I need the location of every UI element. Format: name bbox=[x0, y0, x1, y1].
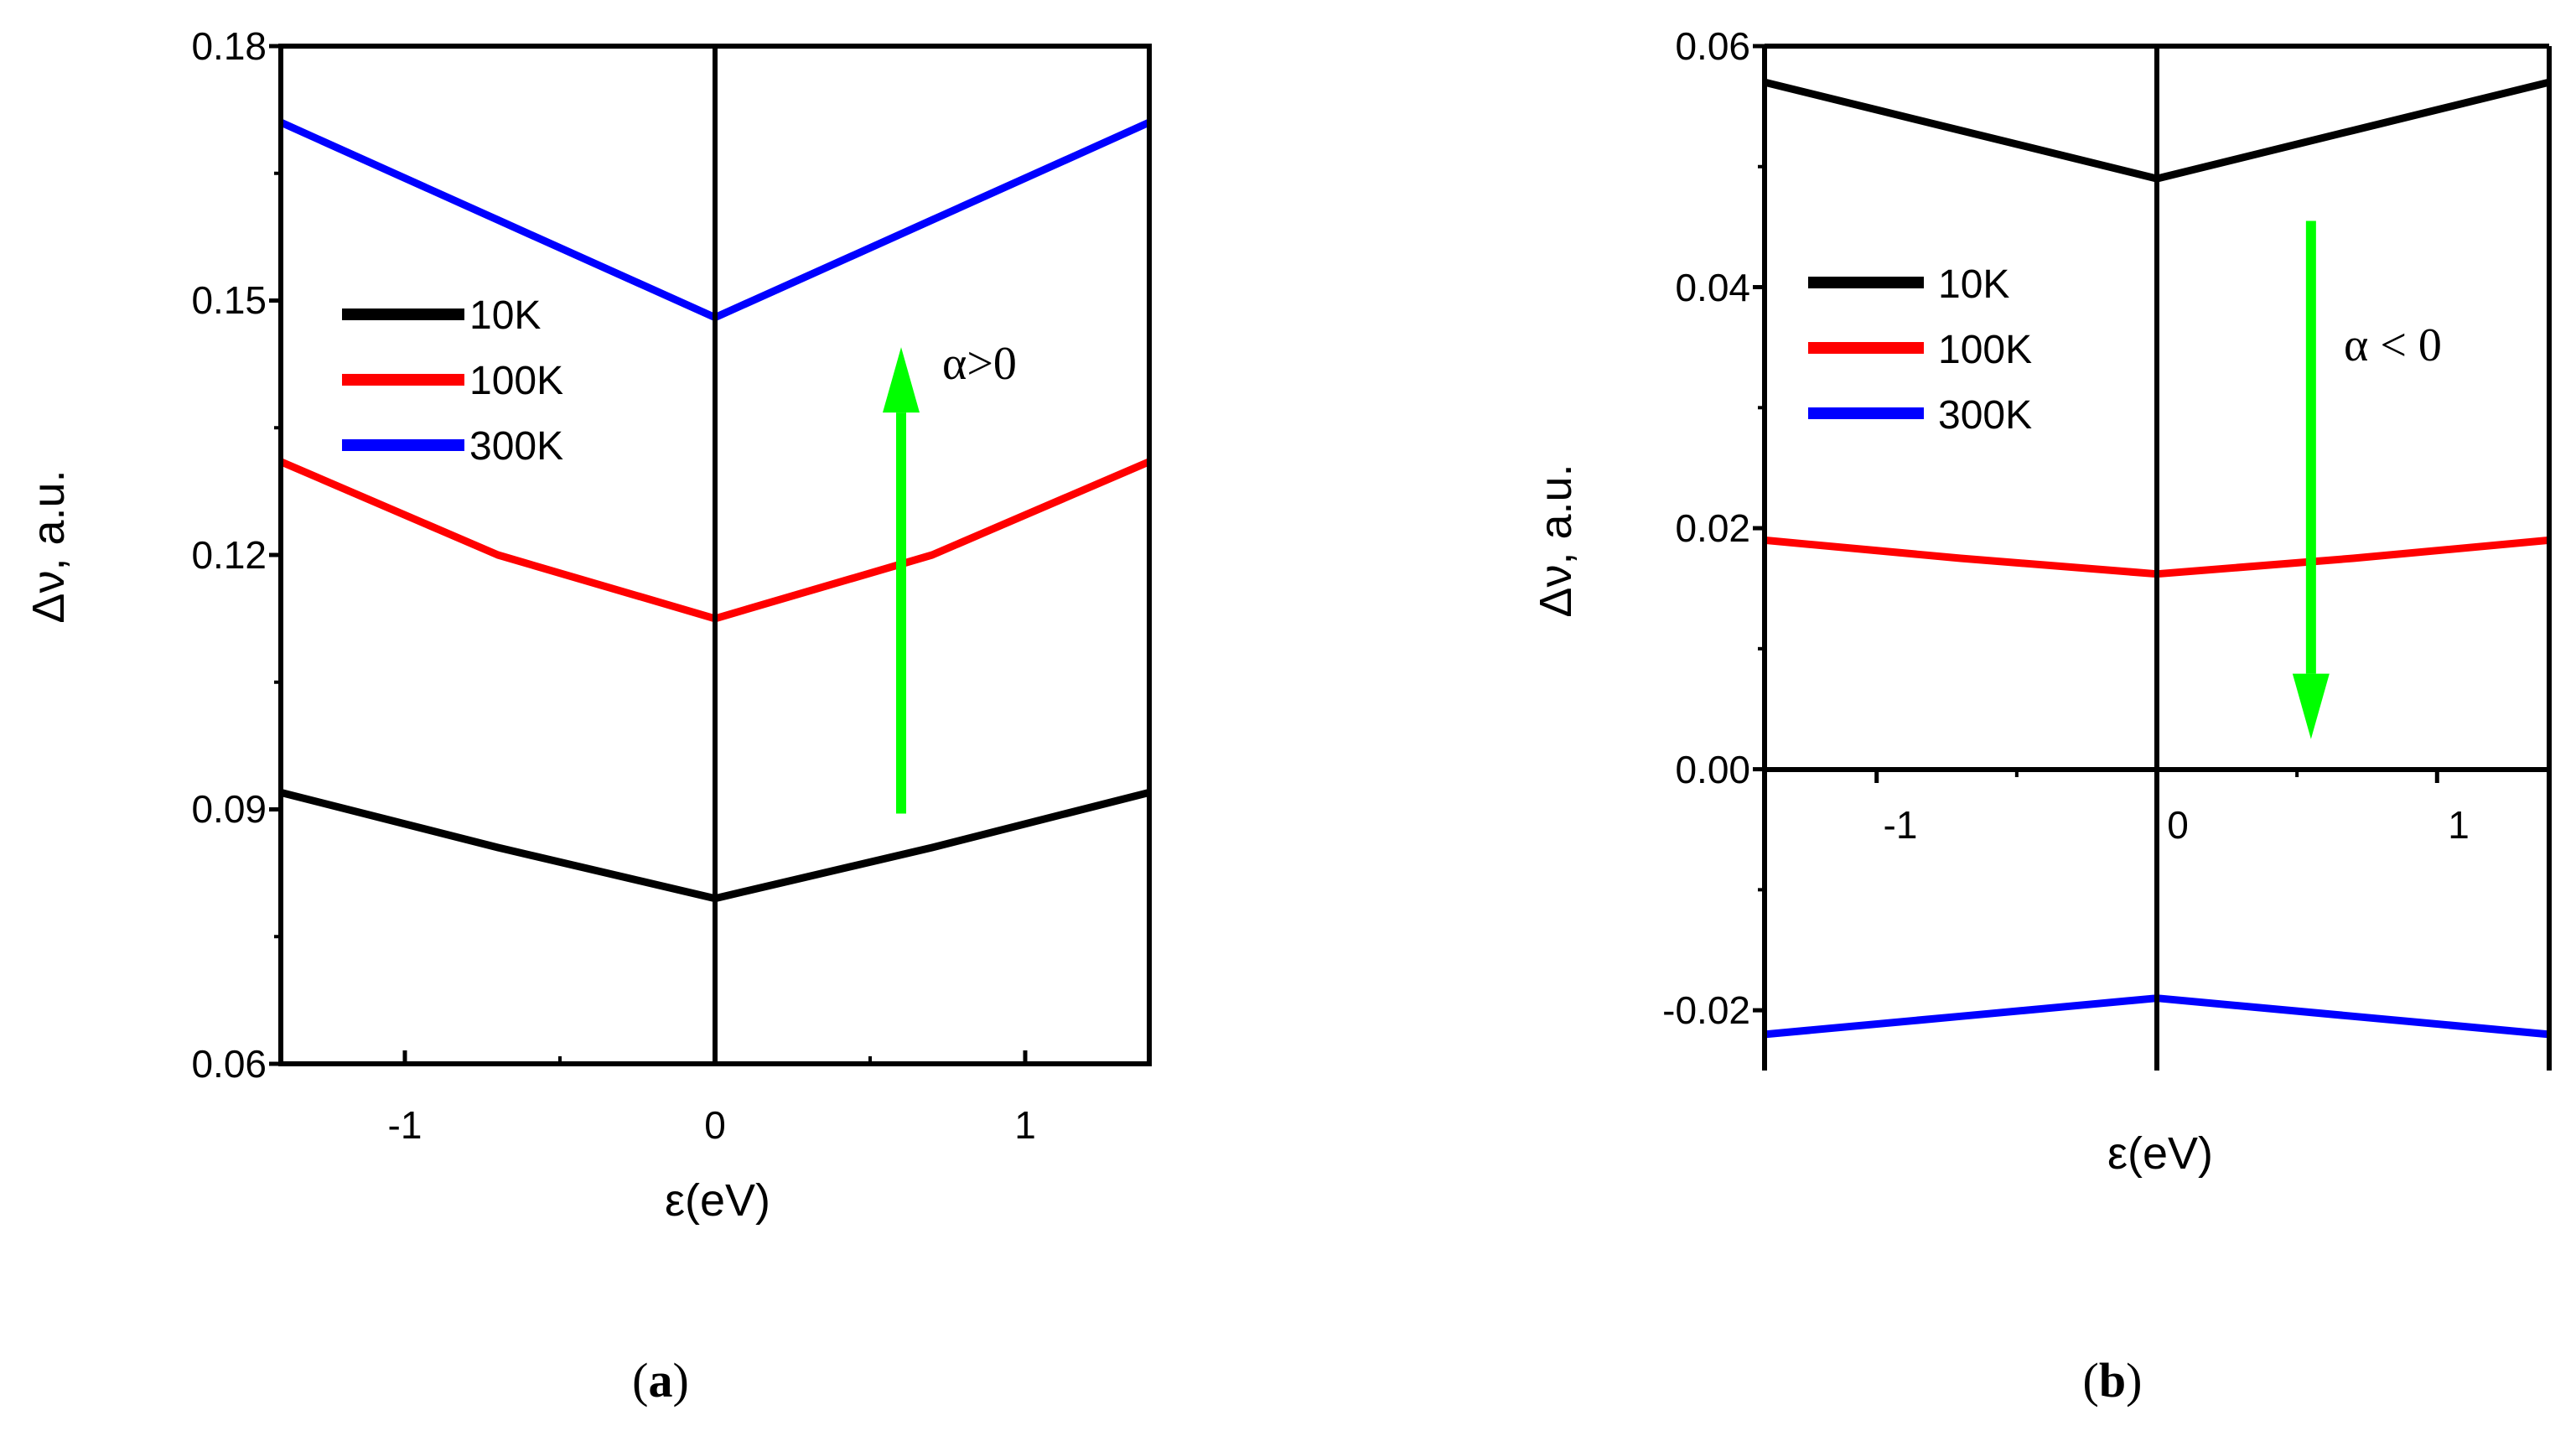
panel-b-legend: 10K 100K 300K bbox=[1808, 262, 2032, 438]
panel-a-legend-label-100k: 100K bbox=[469, 359, 563, 403]
panel-b-caption-close-paren: ) bbox=[2126, 1353, 2142, 1408]
panel-a-xtick-label-1: 0 bbox=[704, 1103, 726, 1147]
panel-b-alpha-annotation: α < 0 bbox=[2344, 319, 2442, 371]
panel-a-caption-close-paren: ) bbox=[673, 1353, 689, 1408]
panel-b-down-arrow bbox=[2292, 220, 2330, 739]
panel-a-x-axis-title: ε(eV) bbox=[665, 1175, 770, 1226]
panel-b-y-axis-title: Δν, a.u. bbox=[1531, 464, 1581, 617]
panel-b: -0.02 0.00 0.02 0.04 0.06 -1 0 1 ε(eV) Δ… bbox=[1531, 24, 2552, 1408]
panel-b-caption: (b) bbox=[2083, 1353, 2143, 1408]
panel-a-plot-frame bbox=[278, 44, 1152, 1066]
panel-a-legend-label-300k: 300K bbox=[469, 424, 563, 469]
panel-a-xtick-label-0: -1 bbox=[388, 1103, 422, 1147]
panel-a-arrow-head bbox=[883, 347, 920, 413]
panel-b-xtick-label-1: 0 bbox=[2167, 803, 2189, 847]
panel-b-ytick-label-2: 0.02 bbox=[1675, 506, 1750, 550]
panel-b-ytick-label-4: 0.06 bbox=[1675, 24, 1750, 68]
panel-a-up-arrow bbox=[883, 347, 920, 814]
panel-a-ytick-label-4: 0.18 bbox=[191, 24, 267, 68]
panel-a-ytick-label-3: 0.15 bbox=[191, 278, 267, 322]
panel-b-ytick-label-1: 0.00 bbox=[1675, 748, 1750, 791]
panel-b-xtick-label-0: -1 bbox=[1884, 803, 1918, 847]
panel-a-alpha-annotation: α>0 bbox=[942, 338, 1017, 390]
panel-a-y-axis-title: Δν, a.u. bbox=[23, 469, 74, 623]
panel-b-legend-label-10k: 10K bbox=[1938, 262, 2009, 307]
panel-a-ytick-label-0: 0.06 bbox=[191, 1042, 267, 1086]
panel-b-ticks bbox=[1753, 44, 2439, 1013]
panel-a-ytick-label-1: 0.09 bbox=[191, 787, 267, 831]
panel-a-legend-label-10k: 10K bbox=[469, 293, 541, 338]
panel-b-legend-label-300k: 300K bbox=[1938, 393, 2032, 438]
panel-a: 0.06 0.09 0.12 0.15 0.18 -1 0 1 ε(eV) Δν… bbox=[23, 24, 1152, 1408]
panel-b-caption-letter: b bbox=[2099, 1353, 2126, 1408]
panel-b-ytick-label-0: -0.02 bbox=[1662, 988, 1750, 1032]
panel-b-ytick-label-3: 0.04 bbox=[1675, 266, 1750, 309]
panel-b-xtick-label-2: 1 bbox=[2448, 803, 2470, 847]
panel-b-arrow-head bbox=[2292, 673, 2330, 739]
panel-a-caption-open-paren: ( bbox=[632, 1353, 648, 1408]
panel-b-legend-label-100k: 100K bbox=[1938, 328, 2032, 372]
panel-a-xtick-label-2: 1 bbox=[1014, 1103, 1036, 1147]
panel-a-caption-letter: a bbox=[649, 1353, 673, 1408]
panel-a-caption: (a) bbox=[632, 1353, 689, 1408]
panel-a-ytick-label-2: 0.12 bbox=[191, 533, 267, 577]
panel-b-x-axis-title: ε(eV) bbox=[2107, 1128, 2213, 1179]
panel-a-ticks bbox=[269, 44, 1028, 1066]
panel-a-legend: 10K 100K 300K bbox=[342, 293, 563, 469]
panel-b-caption-open-paren: ( bbox=[2083, 1353, 2099, 1408]
